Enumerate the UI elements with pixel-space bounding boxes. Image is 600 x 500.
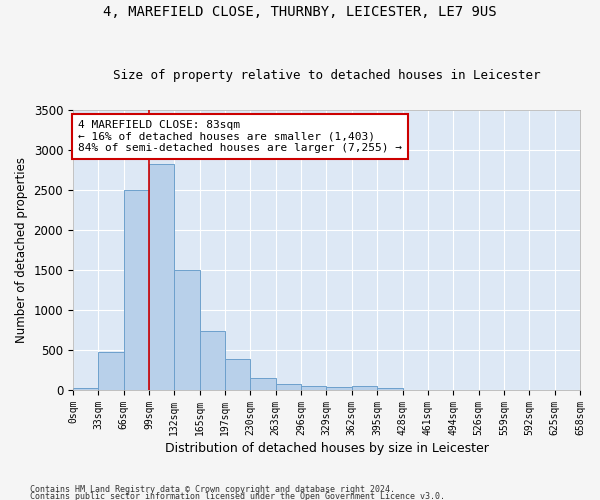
Bar	[377, 388, 403, 390]
Text: Contains public sector information licensed under the Open Government Licence v3: Contains public sector information licen…	[30, 492, 445, 500]
Title: Size of property relative to detached houses in Leicester: Size of property relative to detached ho…	[113, 69, 540, 82]
Bar	[276, 384, 301, 390]
Bar	[73, 388, 98, 390]
Bar	[200, 331, 225, 390]
Bar	[124, 190, 149, 390]
X-axis label: Distribution of detached houses by size in Leicester: Distribution of detached houses by size …	[164, 442, 488, 455]
Bar	[326, 388, 352, 390]
Text: Contains HM Land Registry data © Crown copyright and database right 2024.: Contains HM Land Registry data © Crown c…	[30, 486, 395, 494]
Text: 4 MAREFIELD CLOSE: 83sqm
← 16% of detached houses are smaller (1,403)
84% of sem: 4 MAREFIELD CLOSE: 83sqm ← 16% of detach…	[78, 120, 402, 153]
Bar	[352, 386, 377, 390]
Bar	[98, 352, 124, 390]
Text: 4, MAREFIELD CLOSE, THURNBY, LEICESTER, LE7 9US: 4, MAREFIELD CLOSE, THURNBY, LEICESTER, …	[103, 5, 497, 19]
Bar	[250, 378, 276, 390]
Bar	[301, 386, 326, 390]
Bar	[225, 359, 250, 390]
Bar	[175, 270, 200, 390]
Bar	[149, 164, 175, 390]
Y-axis label: Number of detached properties: Number of detached properties	[15, 157, 28, 343]
